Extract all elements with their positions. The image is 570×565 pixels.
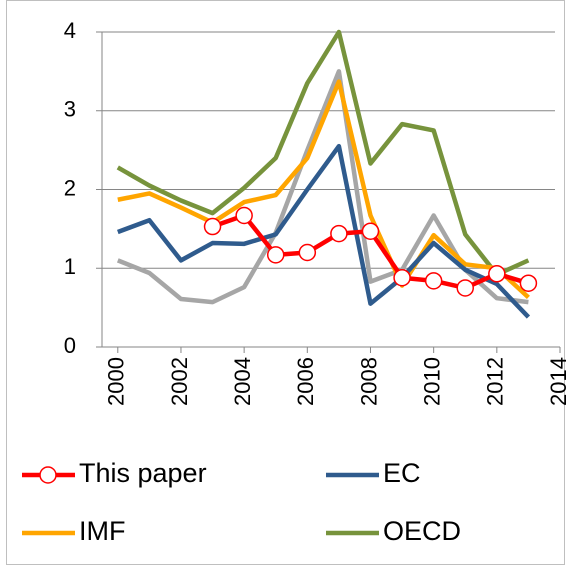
series-marker — [424, 272, 443, 290]
legend-label: OECD — [383, 516, 461, 546]
x-tick-label: 2006 — [293, 357, 318, 406]
x-tick-label: 2012 — [483, 357, 508, 406]
x-tick-label: 2010 — [419, 357, 444, 406]
x-tick-label: 2014 — [546, 357, 570, 406]
y-tick-label: 4 — [64, 18, 76, 43]
x-tick-label: 2002 — [167, 357, 192, 406]
series-marker — [330, 224, 348, 243]
legend-marker — [39, 466, 57, 484]
y-tick-label: 3 — [64, 97, 76, 122]
x-tick-label: 2008 — [356, 357, 381, 406]
series-marker — [361, 222, 380, 240]
series-marker — [393, 268, 411, 287]
series-marker — [456, 279, 474, 297]
y-tick-label: 2 — [64, 175, 76, 200]
legend-label: EC — [383, 458, 421, 488]
series-marker — [266, 246, 285, 264]
series-marker — [519, 274, 538, 292]
series-marker — [298, 243, 317, 262]
y-tick-label: 1 — [64, 254, 76, 279]
series-line — [116, 69, 529, 305]
series-marker — [488, 265, 506, 283]
y-tick-label: 0 — [64, 333, 76, 358]
series-marker — [235, 206, 253, 225]
legend-label: This paper — [79, 458, 207, 488]
legend-label: IMF — [79, 516, 126, 546]
series-marker — [203, 217, 222, 236]
series-line — [117, 143, 531, 319]
series-line — [117, 79, 530, 300]
series-line — [116, 29, 530, 277]
x-tick-label: 2004 — [230, 357, 255, 406]
x-tick-label: 2000 — [104, 357, 129, 406]
